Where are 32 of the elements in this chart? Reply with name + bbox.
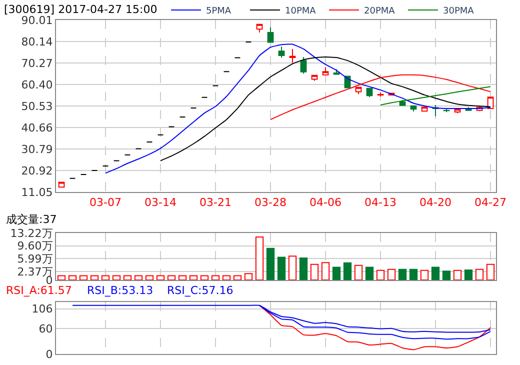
- text: RSI_B:53.13: [87, 284, 154, 297]
- chart-title: [300619] 2017-04-27 15:00: [4, 3, 158, 16]
- x-tick-label: 03-07: [90, 196, 122, 210]
- y-tick-label: 50.53: [21, 100, 53, 113]
- y-tick-label: 60: [38, 322, 53, 336]
- x-tick-label: 04-06: [310, 196, 342, 210]
- y-tick-label: 106: [32, 302, 53, 316]
- x-tick-label: 03-14: [144, 196, 176, 210]
- x-tick-label: 03-21: [200, 196, 232, 210]
- y-tick-label: 80.14: [21, 35, 53, 48]
- y-tick-label: 11.05: [21, 186, 53, 199]
- y-tick-label: 40.66: [21, 121, 53, 134]
- legend-label: 10PMA: [285, 6, 317, 17]
- text: RSI_A:61.57: [6, 284, 72, 297]
- chart-title: 成交量:37: [6, 213, 57, 226]
- x-tick-label: 04-13: [364, 196, 396, 210]
- x-tick-label: 04-27: [474, 196, 506, 210]
- x-tick-label: 04-20: [420, 196, 452, 210]
- y-tick-label: 90.01: [21, 14, 53, 27]
- y-tick-label: 5.99万: [17, 252, 53, 266]
- x-tick-label: 03-28: [254, 196, 286, 210]
- y-tick-label: 9.60万: [17, 240, 53, 253]
- y-tick-label: 60.40: [21, 78, 53, 92]
- y-tick-label: 70.27: [21, 56, 53, 70]
- legend-label: 5PMA: [206, 6, 232, 17]
- legend-label: 30PMA: [443, 6, 475, 17]
- y-tick-label: 13.22万: [10, 226, 53, 240]
- legend-label: 20PMA: [364, 6, 396, 17]
- y-tick-label: 30.79: [21, 142, 53, 156]
- y-tick-label: 20.92: [21, 164, 53, 178]
- y-tick-label: 0: [46, 348, 53, 361]
- series-label: RSI_C:57.16: [167, 284, 234, 297]
